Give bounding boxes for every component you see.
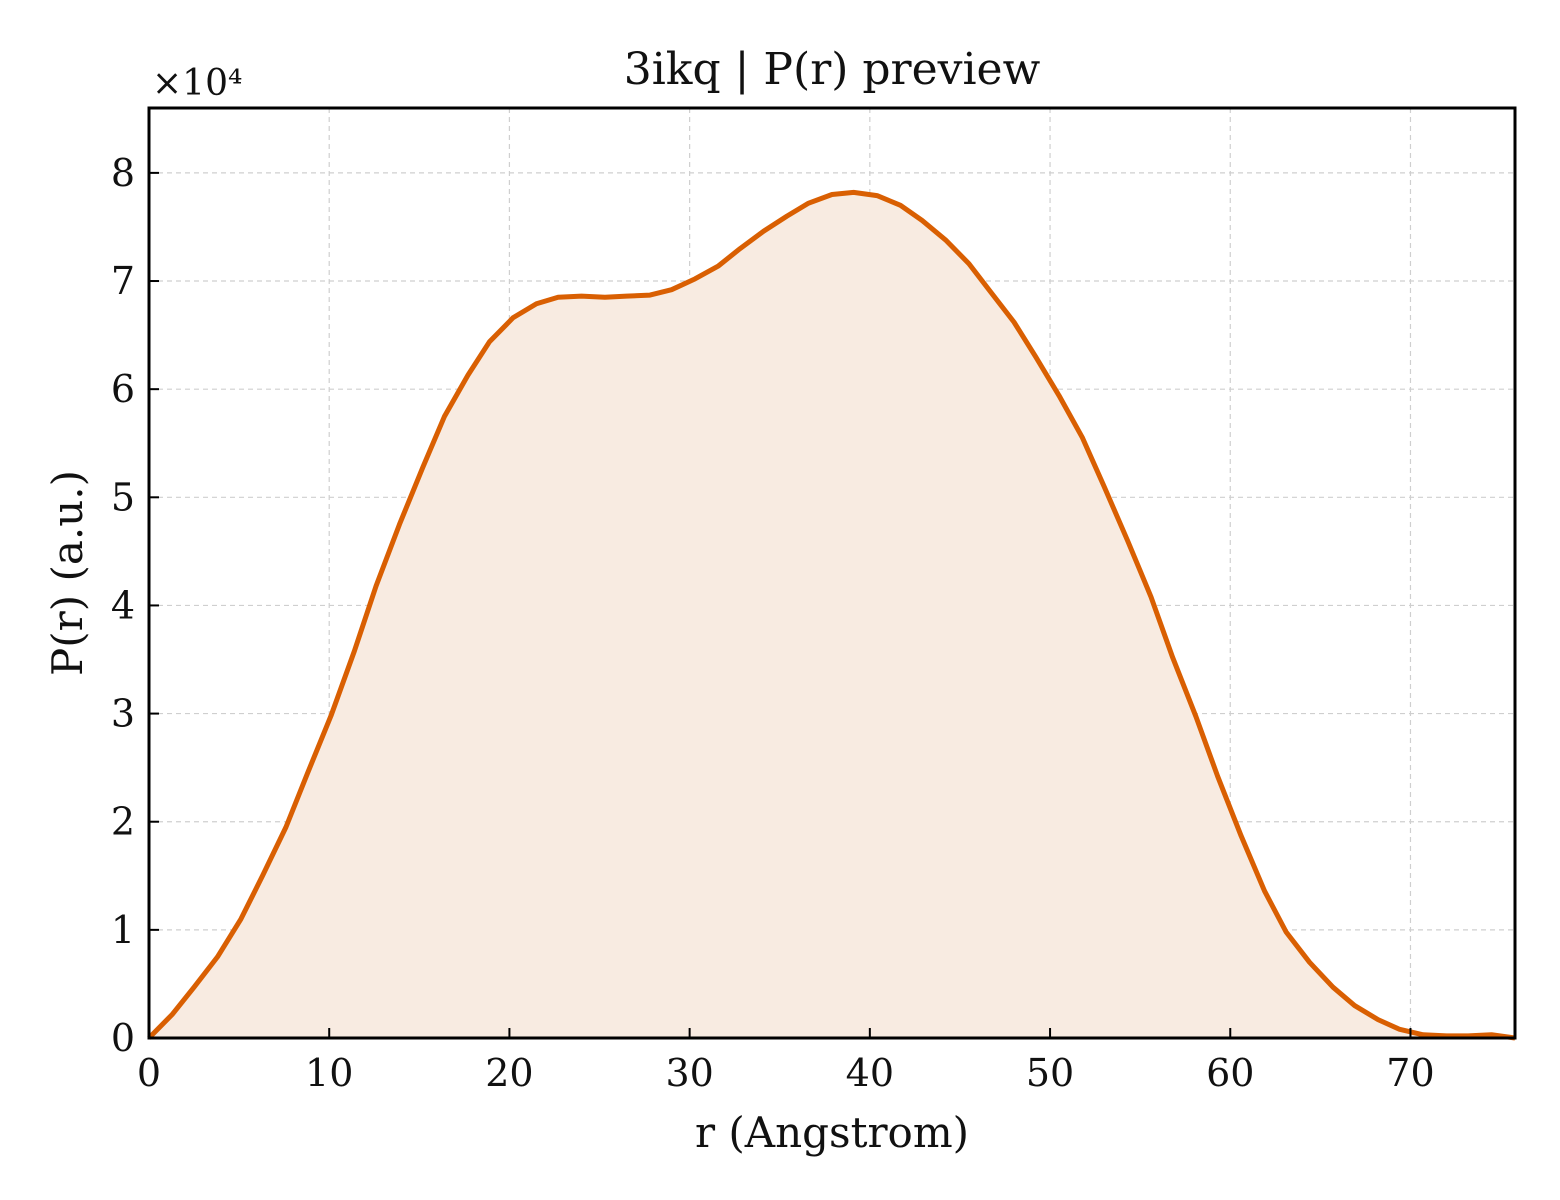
x-tick-label: 50 xyxy=(1026,1051,1074,1095)
x-tick-label: 70 xyxy=(1386,1051,1434,1095)
y-offset-label: ×10⁴ xyxy=(152,63,242,104)
y-tick-label: 0 xyxy=(111,1016,135,1060)
y-tick-label: 7 xyxy=(111,259,135,303)
y-tick-label: 1 xyxy=(111,908,135,952)
x-tick-label: 20 xyxy=(485,1051,533,1095)
chart-title: 3ikq | P(r) preview xyxy=(624,44,1041,95)
x-axis-label: r (Angstrom) xyxy=(695,1108,969,1157)
x-tick-label: 60 xyxy=(1206,1051,1254,1095)
x-tick-label: 30 xyxy=(665,1051,713,1095)
y-tick-label: 6 xyxy=(111,367,135,411)
x-tick-label: 40 xyxy=(846,1051,894,1095)
x-tick-label: 0 xyxy=(137,1051,161,1095)
y-tick-label: 3 xyxy=(111,692,135,736)
axis-ticks: 0 10 20 30 40 50 60 70 0 1 2 3 4 5 6 7 8 xyxy=(111,151,1435,1095)
y-axis-label: P(r) (a.u.) xyxy=(43,470,92,676)
pr-curve-line xyxy=(147,189,1516,1041)
y-tick-label: 8 xyxy=(111,151,135,195)
y-tick-label: 4 xyxy=(111,583,135,627)
pr-area-fill xyxy=(149,192,1515,1039)
x-tick-label: 10 xyxy=(305,1051,353,1095)
y-tick-label: 5 xyxy=(111,475,135,519)
plot-frame xyxy=(147,106,1517,1040)
y-tick-label: 2 xyxy=(111,800,135,844)
